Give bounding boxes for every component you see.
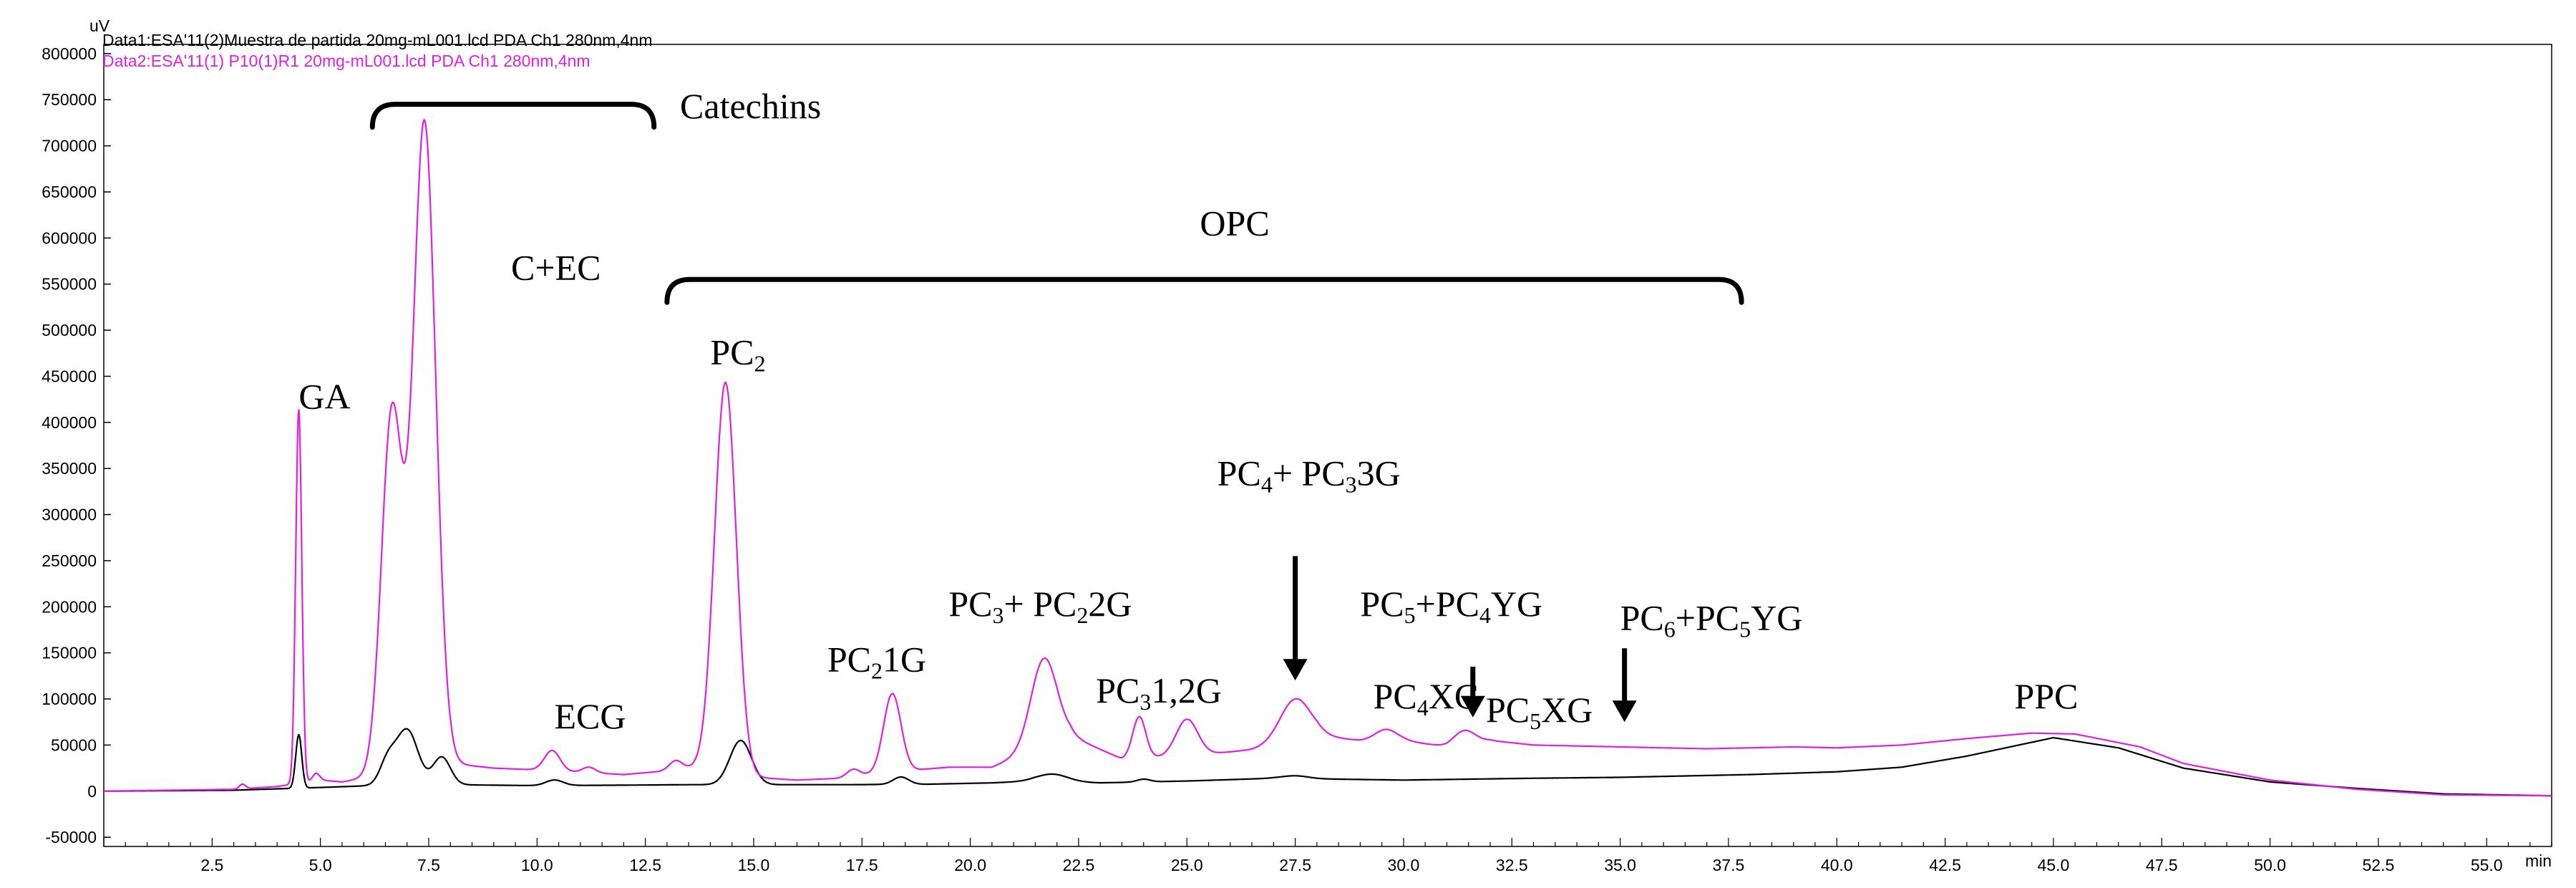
y-tick-label: 500000 [42, 321, 97, 339]
catechins-bracket [369, 102, 657, 130]
peak-label: PC5XG [1486, 690, 1593, 734]
peak-label: PC6+PC5YG [1620, 597, 1803, 642]
y-axis-label: uV [89, 16, 110, 35]
x-tick-label: 5.0 [309, 856, 332, 874]
peak-label: C+EC [511, 247, 601, 287]
x-tick-label: 45.0 [2038, 856, 2070, 874]
peak-label: PC4+ PC33G [1217, 453, 1401, 497]
x-axis-label: min [2525, 851, 2552, 870]
arrow-pc4-pc33g [1283, 556, 1308, 681]
x-tick-label: 15.0 [738, 856, 770, 874]
y-tick-label: 800000 [42, 44, 97, 63]
x-tick-label: 25.0 [1171, 856, 1203, 874]
y-tick-label: 50000 [51, 735, 97, 754]
y-tick-label: 350000 [42, 459, 97, 478]
peak-label: PC2 [710, 332, 765, 377]
peak-label: PC21G [827, 639, 926, 683]
y-axis: -50000 0 50000 100000 150000 200000 250000 3000… [42, 44, 111, 846]
x-tick-label: 47.5 [2146, 856, 2178, 874]
y-tick-label: 300000 [42, 506, 97, 524]
y-tick-label: 0 [87, 782, 97, 801]
legend: Data1:ESA'11(2)Muestra de partida 20mg-m… [102, 31, 652, 70]
y-tick-label: 150000 [42, 644, 97, 662]
peak-label: OPC [1200, 203, 1269, 243]
y-tick-label: 250000 [42, 551, 97, 570]
x-tick-label: 32.5 [1496, 856, 1528, 874]
y-tick-label: 450000 [42, 367, 97, 385]
bracket-layer [369, 102, 1744, 305]
peak-label: Catechins [680, 86, 821, 126]
y-tick-label: 100000 [42, 690, 97, 708]
y-tick-label: 200000 [42, 597, 97, 616]
legend-entry-data1: Data1:ESA'11(2)Muestra de partida 20mg-m… [102, 31, 652, 49]
plot-frame [103, 44, 2552, 847]
peak-label: PPC [2014, 676, 2078, 716]
x-tick-label: 35.0 [1604, 856, 1636, 874]
y-tick-label: 750000 [42, 90, 97, 109]
arrow-head [1612, 700, 1637, 723]
y-tick-label: 600000 [42, 228, 97, 247]
x-tick-label: 40.0 [1821, 856, 1853, 874]
arrow-pc6-pc5yg [1612, 648, 1637, 723]
annotation-layer: GA Catechins C+EC OPC ECG PC2 PC21G PC3+ PC22G P… [298, 86, 2078, 736]
y-tick-label: -50000 [45, 828, 97, 846]
arrow-layer [1283, 556, 1637, 723]
x-tick-label: 17.5 [846, 856, 878, 874]
peak-label: GA [298, 377, 350, 417]
series-line-data2 [103, 119, 2552, 797]
x-tick-label: 37.5 [1713, 856, 1745, 874]
peak-label: ECG [555, 696, 626, 736]
series-layer [103, 119, 2552, 797]
x-tick-label: 20.0 [954, 856, 986, 874]
legend-entry-data2: Data2:ESA'11(1) P10(1)R1 20mg-mL001.lcd … [102, 52, 590, 70]
x-tick-label: 10.0 [521, 856, 553, 874]
x-tick-label: 22.5 [1063, 856, 1095, 874]
x-tick-label: 12.5 [629, 856, 661, 874]
x-tick-label: 7.5 [417, 856, 440, 874]
y-tick-label: 700000 [42, 137, 97, 155]
x-tick-label: 30.0 [1388, 856, 1420, 874]
arrow-pc5-pc4yg [1460, 666, 1485, 718]
peak-label: PC31,2G [1096, 670, 1222, 715]
x-tick-label: 50.0 [2254, 856, 2286, 874]
peak-label: PC4XG [1374, 676, 1480, 720]
y-tick-label: 650000 [42, 183, 97, 201]
series-line-data1 [103, 728, 2552, 797]
y-tick-label: 550000 [42, 275, 97, 294]
peak-label: PC5+PC4YG [1360, 584, 1542, 628]
x-tick-label: 52.5 [2362, 856, 2394, 874]
opc-bracket [664, 276, 1744, 305]
x-tick-label: 55.0 [2471, 856, 2503, 874]
peak-label: PC3+ PC22G [948, 584, 1132, 628]
x-tick-label: 2.5 [200, 856, 223, 874]
x-tick-label: 27.5 [1279, 856, 1311, 874]
y-tick-label: 400000 [42, 413, 97, 432]
arrow-head [1460, 695, 1485, 718]
x-axis: 2.5 5.0 7.5 10.0 12.5 15.0 17.5 20.0 22.5 25.0 27.… [103, 838, 2552, 874]
x-tick-label: 42.5 [1929, 856, 1961, 874]
arrow-head [1283, 659, 1308, 681]
